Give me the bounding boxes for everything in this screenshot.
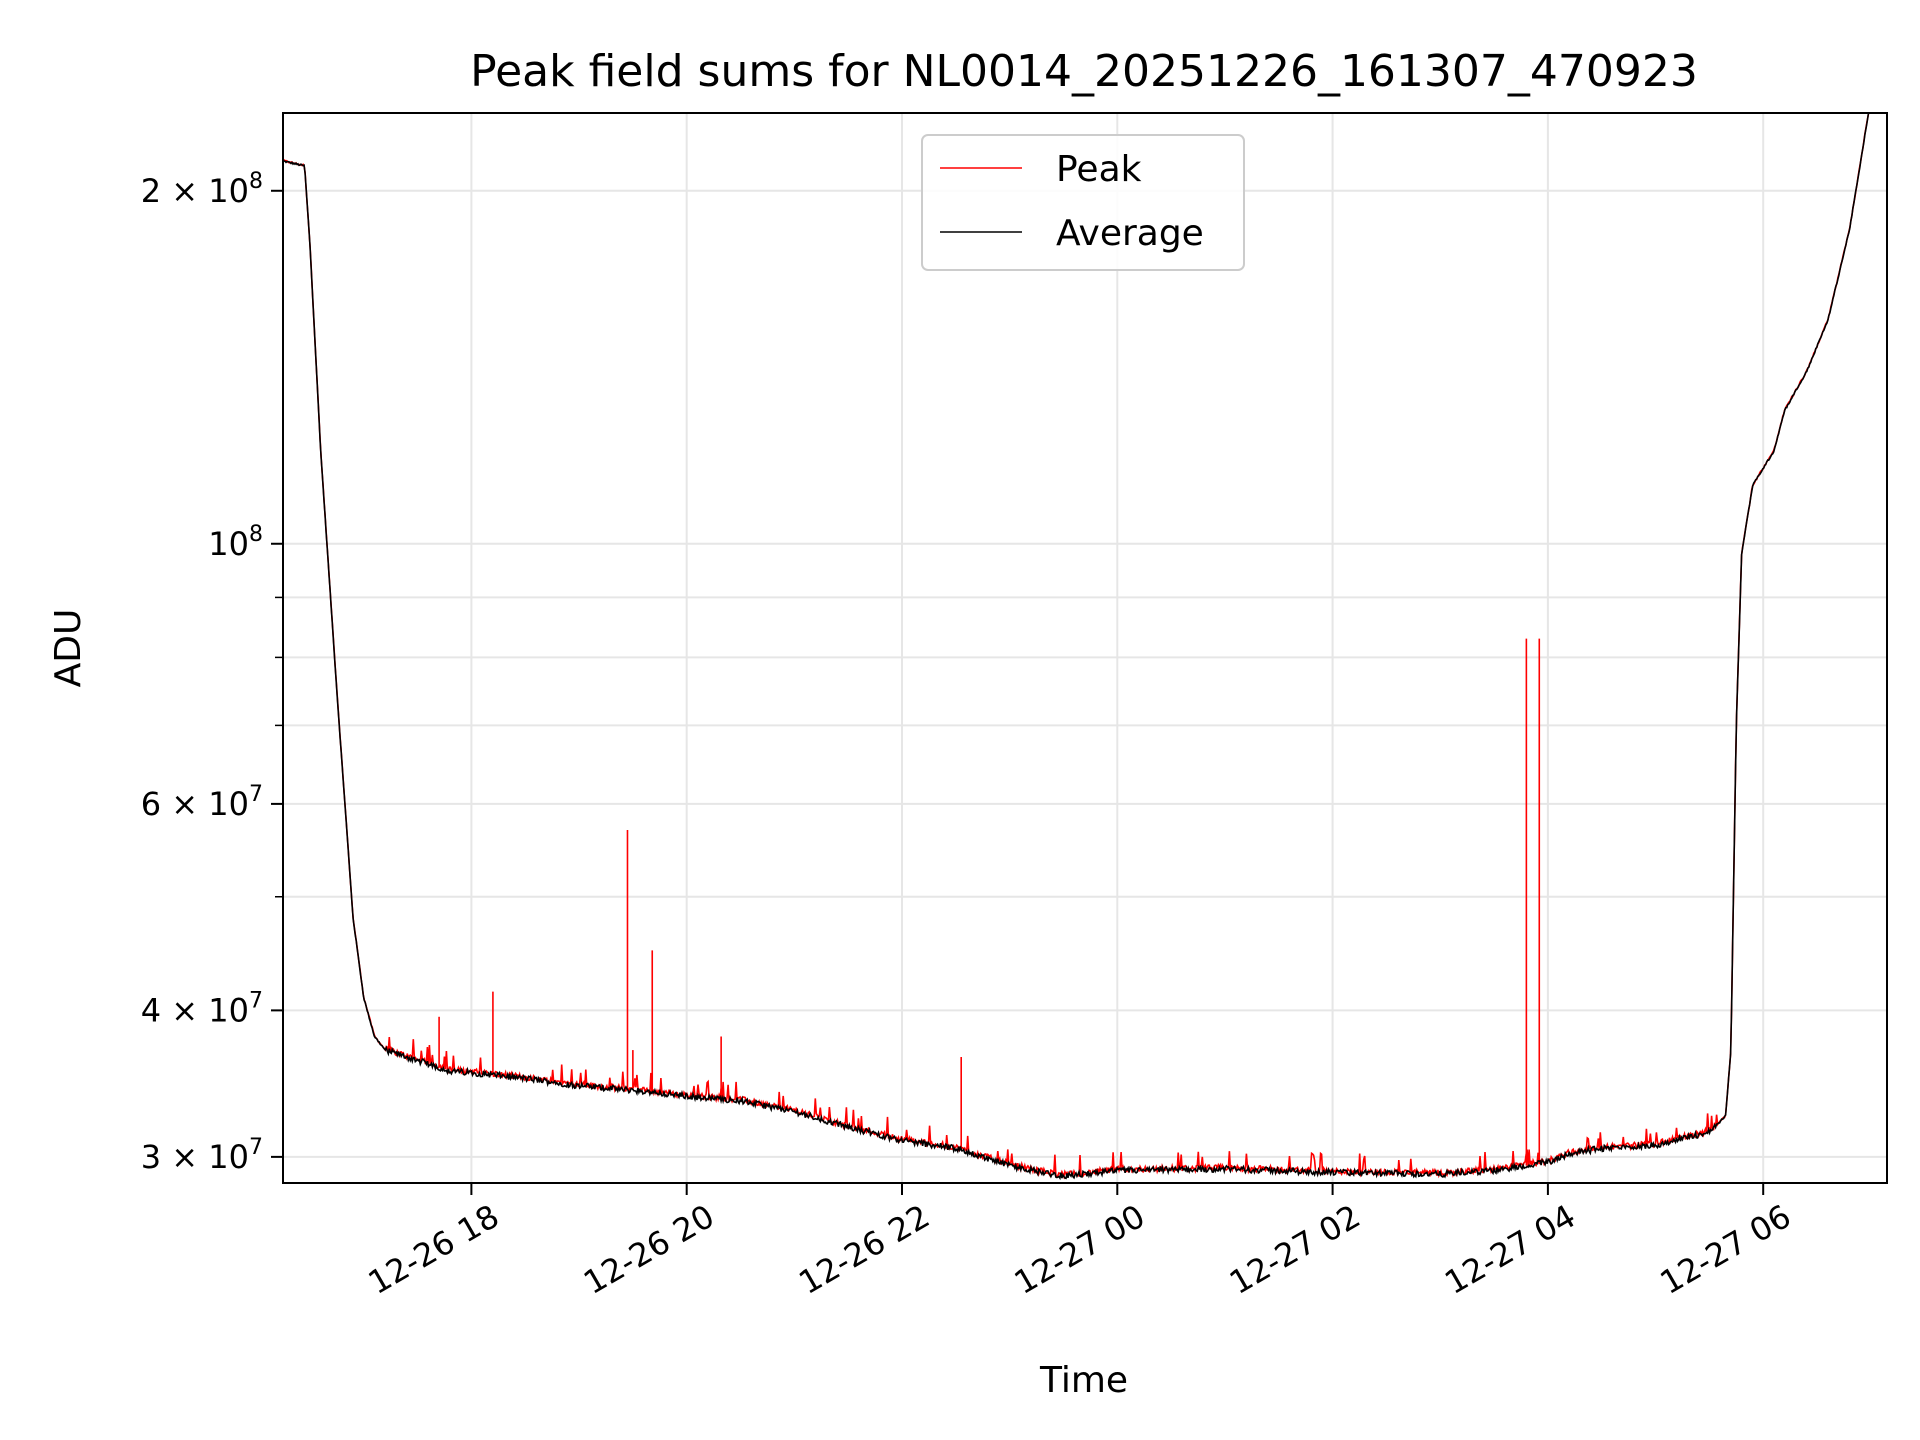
grid bbox=[283, 113, 1887, 1183]
y-tick-label: 4 × 107 bbox=[141, 988, 263, 1029]
axes-frame bbox=[282, 112, 1888, 1184]
series-average-line bbox=[283, 113, 1870, 1181]
chart-title: Peak field sums for NL0014_20251226_1613… bbox=[470, 46, 1698, 97]
y-tick-label: 108 bbox=[208, 522, 263, 563]
y-tick-label: 3 × 107 bbox=[141, 1135, 263, 1176]
legend: Peak Average bbox=[921, 134, 1245, 271]
plot-area bbox=[283, 113, 1870, 1181]
series-peak-line bbox=[283, 113, 1870, 1180]
legend-average-label: Average bbox=[1056, 213, 1204, 254]
x-axis-label: Time bbox=[1039, 1360, 1128, 1401]
y-tick-label: 6 × 107 bbox=[141, 782, 263, 823]
legend-peak-label: Peak bbox=[1056, 149, 1142, 190]
y-tick-label: 2 × 108 bbox=[141, 169, 263, 210]
y-axis-label: ADU bbox=[48, 609, 89, 688]
y-axis: 3 × 107 4 × 107 6 × 107 108 2 × 108 bbox=[141, 169, 283, 1176]
